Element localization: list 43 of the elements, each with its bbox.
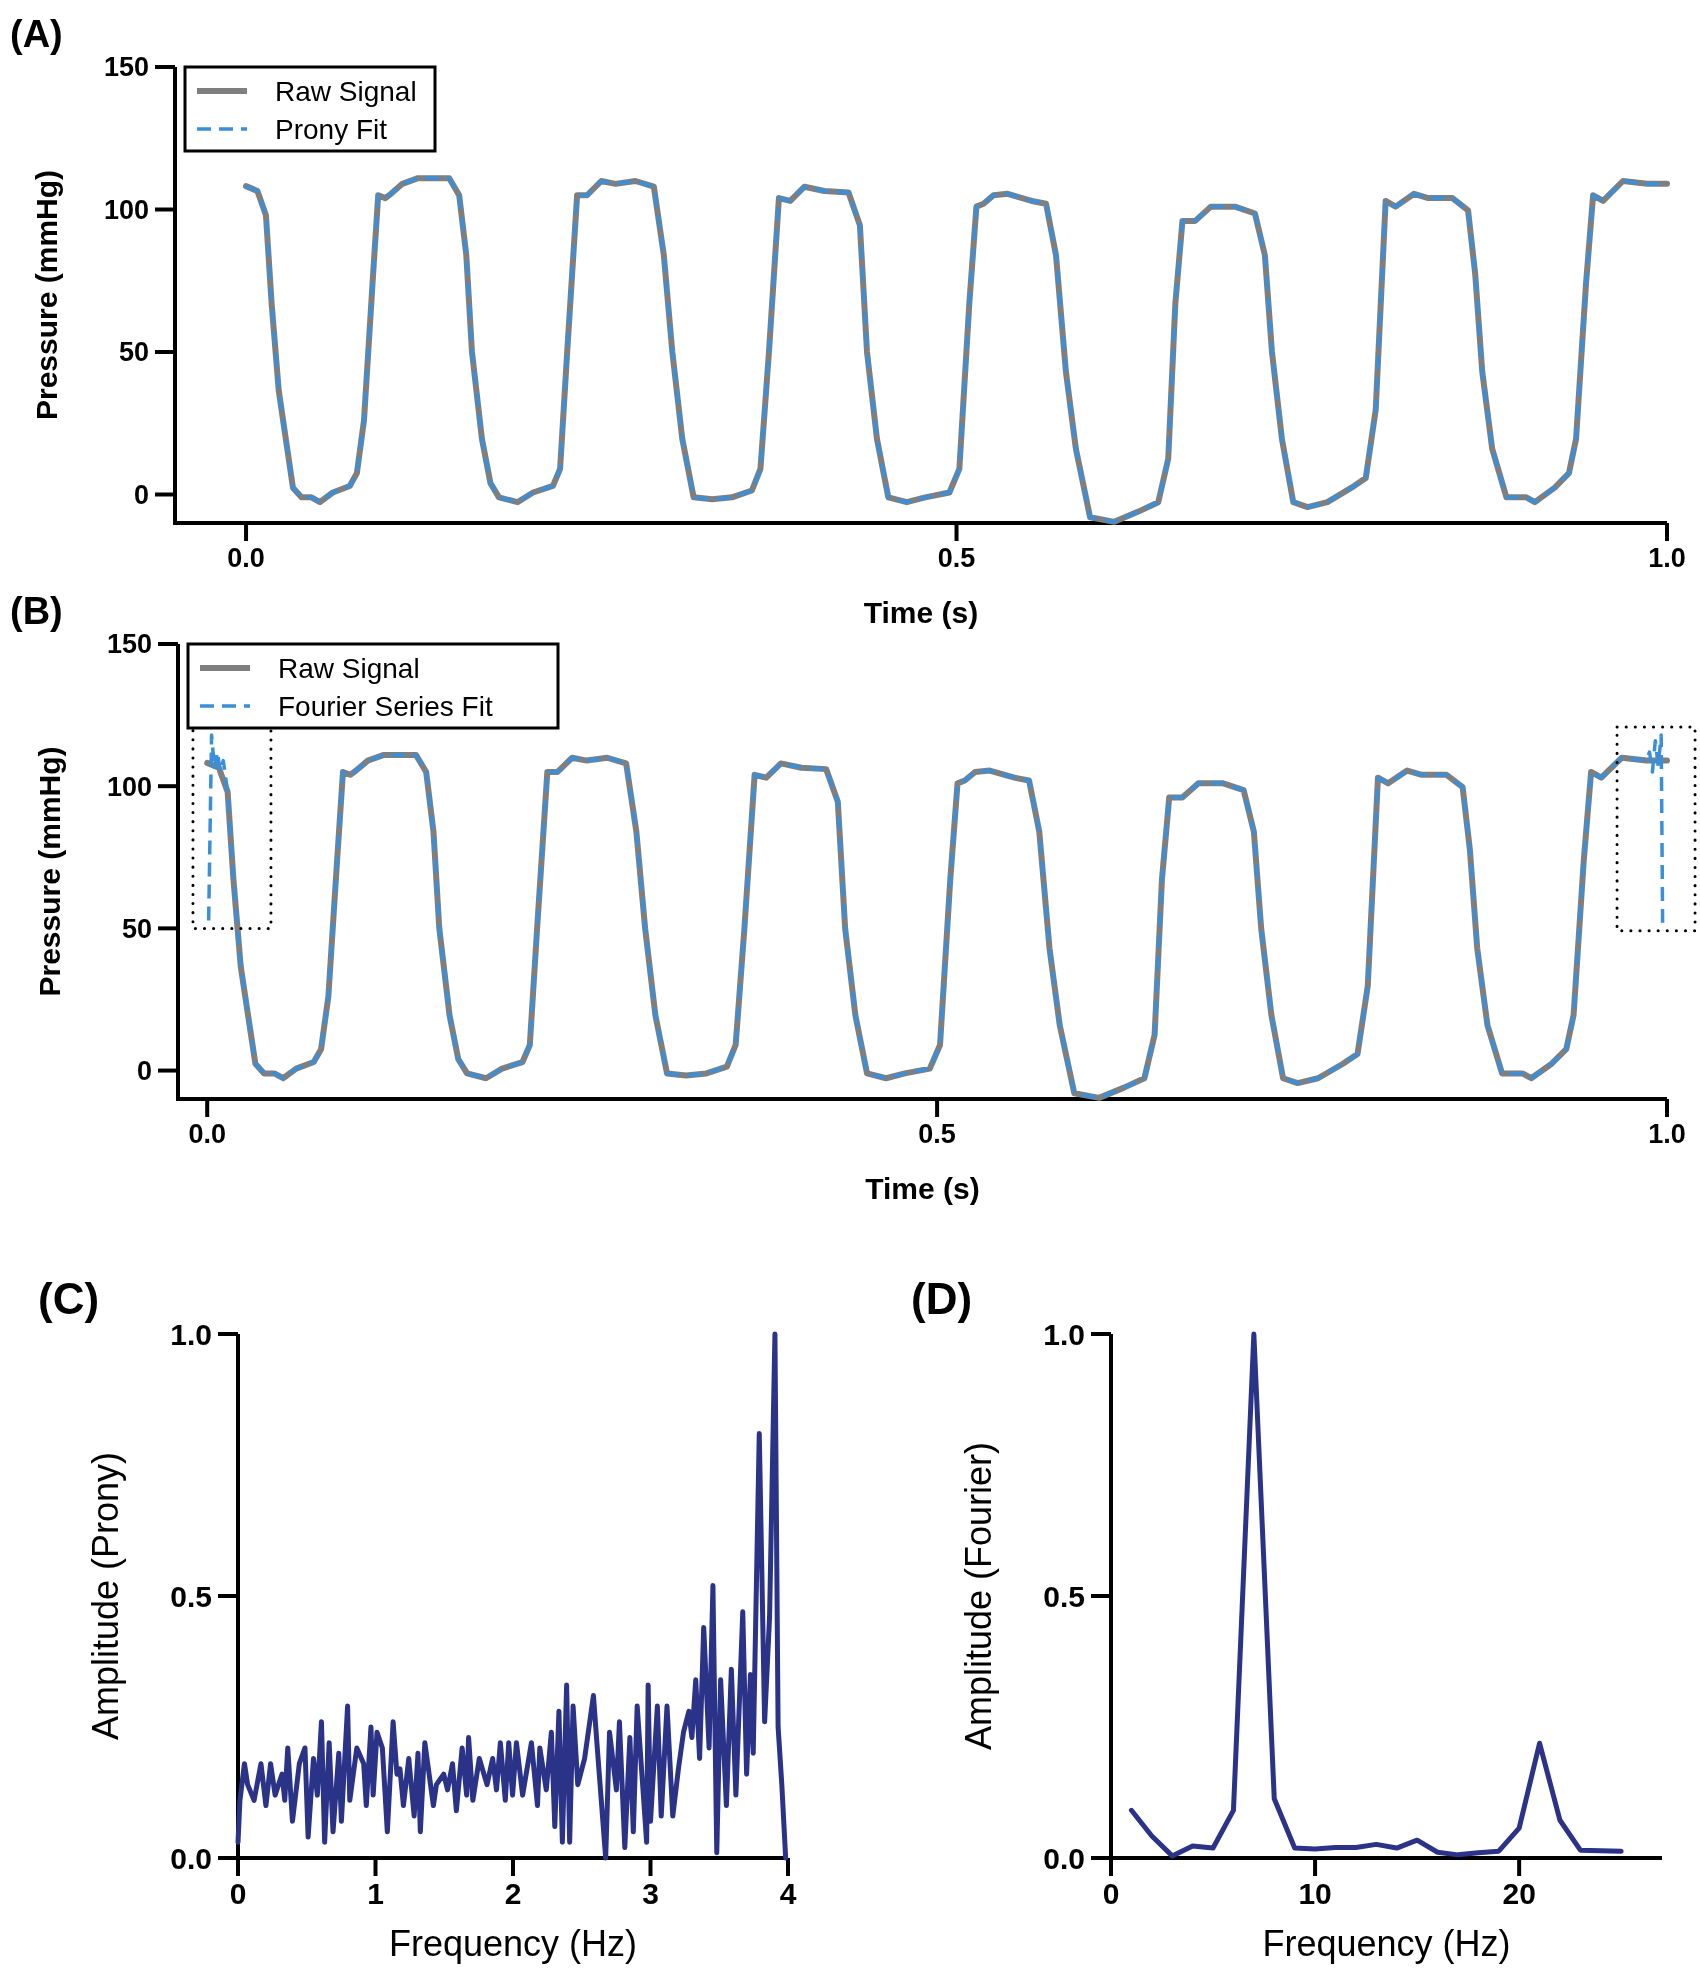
chart-title: (D) bbox=[911, 1274, 973, 1323]
legend-label: Fourier Series Fit bbox=[278, 690, 493, 722]
x-axis-title: Frequency (Hz) bbox=[388, 1923, 638, 1964]
y-tick-label: 0 bbox=[133, 479, 149, 510]
x-axis-title: Time (s) bbox=[865, 1172, 980, 1205]
x-tick-label: 4 bbox=[779, 1877, 797, 1910]
legend-label: Prony Fit bbox=[275, 113, 388, 145]
x-tick-label: 0.5 bbox=[937, 542, 976, 573]
y-tick-label: 0.5 bbox=[1043, 1579, 1085, 1613]
legend-label: Raw Signal bbox=[275, 75, 417, 107]
x-tick-label: 3 bbox=[642, 1877, 659, 1910]
y-tick-label: 100 bbox=[106, 771, 152, 802]
y-tick-label: 100 bbox=[103, 194, 149, 225]
y-tick-label: 50 bbox=[121, 913, 152, 944]
y-tick-label: 1.0 bbox=[1043, 1317, 1085, 1351]
y-tick-label: 0.5 bbox=[170, 1579, 212, 1613]
x-tick-label: 0 bbox=[1102, 1877, 1120, 1910]
y-axis-title: Pressure (mmHg) bbox=[33, 746, 66, 997]
y-axis-title: Amplitude (Prony) bbox=[85, 1451, 126, 1741]
chart-title: (B) bbox=[10, 590, 63, 632]
x-tick-label: 0.0 bbox=[227, 542, 265, 573]
x-tick-label: 0.5 bbox=[918, 1118, 956, 1149]
y-axis-title: Pressure (mmHg) bbox=[30, 169, 63, 421]
x-axis-title: Time (s) bbox=[863, 596, 979, 629]
legend-label: Raw Signal bbox=[278, 652, 420, 684]
x-tick-label: 2 bbox=[504, 1877, 522, 1910]
y-tick-label: 0.0 bbox=[1043, 1841, 1085, 1875]
y-tick-label: 150 bbox=[103, 52, 149, 83]
chart-title: (C) bbox=[38, 1274, 100, 1323]
x-tick-label: 1.0 bbox=[1648, 1118, 1686, 1149]
y-tick-label: 0 bbox=[136, 1056, 152, 1087]
x-tick-label: 1.0 bbox=[1648, 542, 1686, 573]
x-axis-title: Frequency (Hz) bbox=[1262, 1923, 1511, 1964]
y-axis-title: Amplitude (Fourier) bbox=[958, 1441, 999, 1751]
x-tick-label: 0 bbox=[229, 1877, 247, 1910]
x-tick-label: 10 bbox=[1298, 1877, 1332, 1910]
y-tick-label: 0.0 bbox=[170, 1841, 212, 1875]
chart-title: (A) bbox=[10, 13, 63, 55]
y-tick-label: 1.0 bbox=[170, 1317, 212, 1351]
x-tick-label: 20 bbox=[1502, 1877, 1536, 1910]
y-tick-label: 50 bbox=[118, 337, 149, 368]
y-tick-label: 150 bbox=[106, 629, 152, 660]
x-tick-label: 1 bbox=[367, 1877, 384, 1910]
